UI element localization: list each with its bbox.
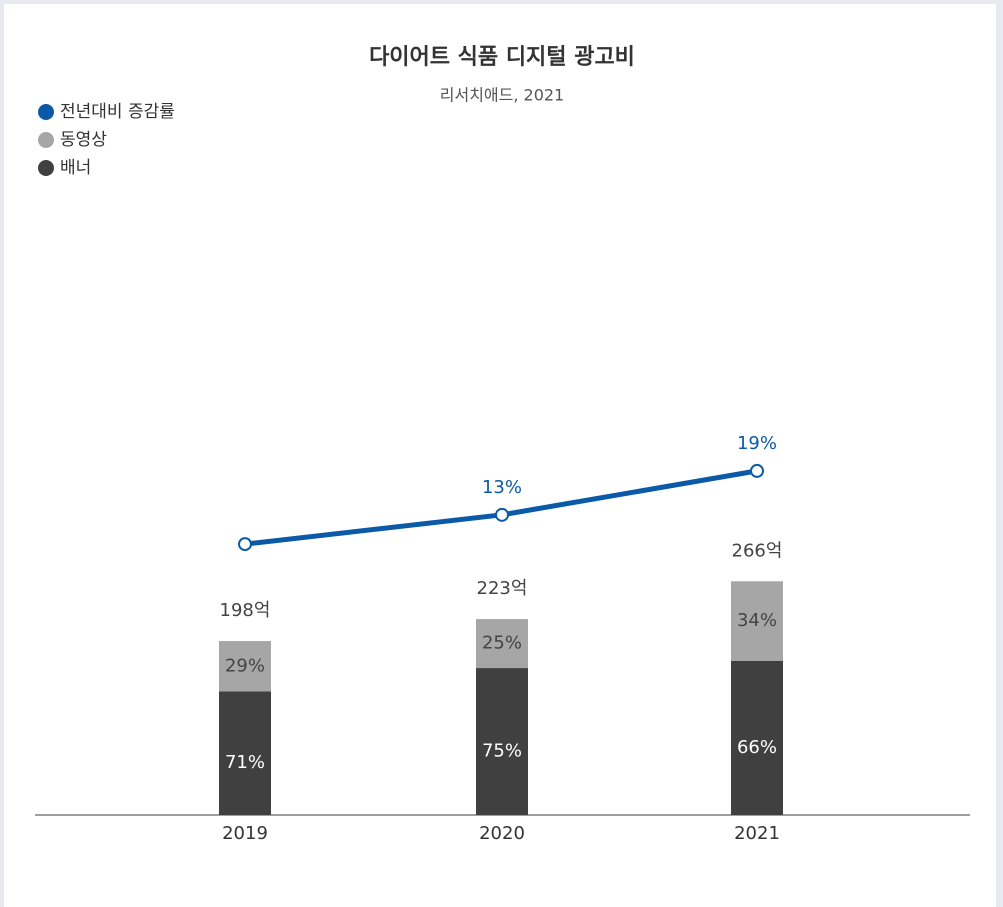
bar-segment xyxy=(731,581,783,661)
line-point xyxy=(495,507,509,522)
x-tick-label: 2019 xyxy=(222,823,268,844)
total-label: 266억 xyxy=(732,540,783,561)
legend-swatch xyxy=(38,104,54,120)
x-tick-label: 2020 xyxy=(479,823,525,844)
chart-title: 다이어트 식품 디지털 광고비 xyxy=(369,45,635,70)
bar-segment xyxy=(476,619,528,669)
segment-label: 34% xyxy=(737,610,777,631)
segment-label: 25% xyxy=(482,633,522,654)
legend-label: 동영상 xyxy=(60,130,107,150)
bar-segment xyxy=(476,668,528,815)
total-label: 198억 xyxy=(220,600,271,621)
legend-label: 전년대비 증감률 xyxy=(60,102,175,122)
segment-label: 29% xyxy=(225,655,265,676)
legend-swatch xyxy=(38,160,54,176)
bar-segment xyxy=(731,660,783,815)
line-point xyxy=(238,537,252,552)
total-label: 223억 xyxy=(477,578,528,599)
x-tick-label: 2021 xyxy=(734,823,780,844)
line-point xyxy=(750,463,764,478)
segment-label: 75% xyxy=(482,741,522,762)
bar-segment xyxy=(219,641,271,692)
line-label: 19% xyxy=(737,433,777,454)
segment-label: 66% xyxy=(737,737,777,758)
bar-segment xyxy=(219,691,271,815)
segment-label: 71% xyxy=(225,752,265,773)
legend-label: 배너 xyxy=(60,158,91,178)
legend-swatch xyxy=(38,132,54,148)
chart-subtitle: 리서치애드, 2021 xyxy=(440,86,565,105)
line-label: 13% xyxy=(482,477,522,498)
